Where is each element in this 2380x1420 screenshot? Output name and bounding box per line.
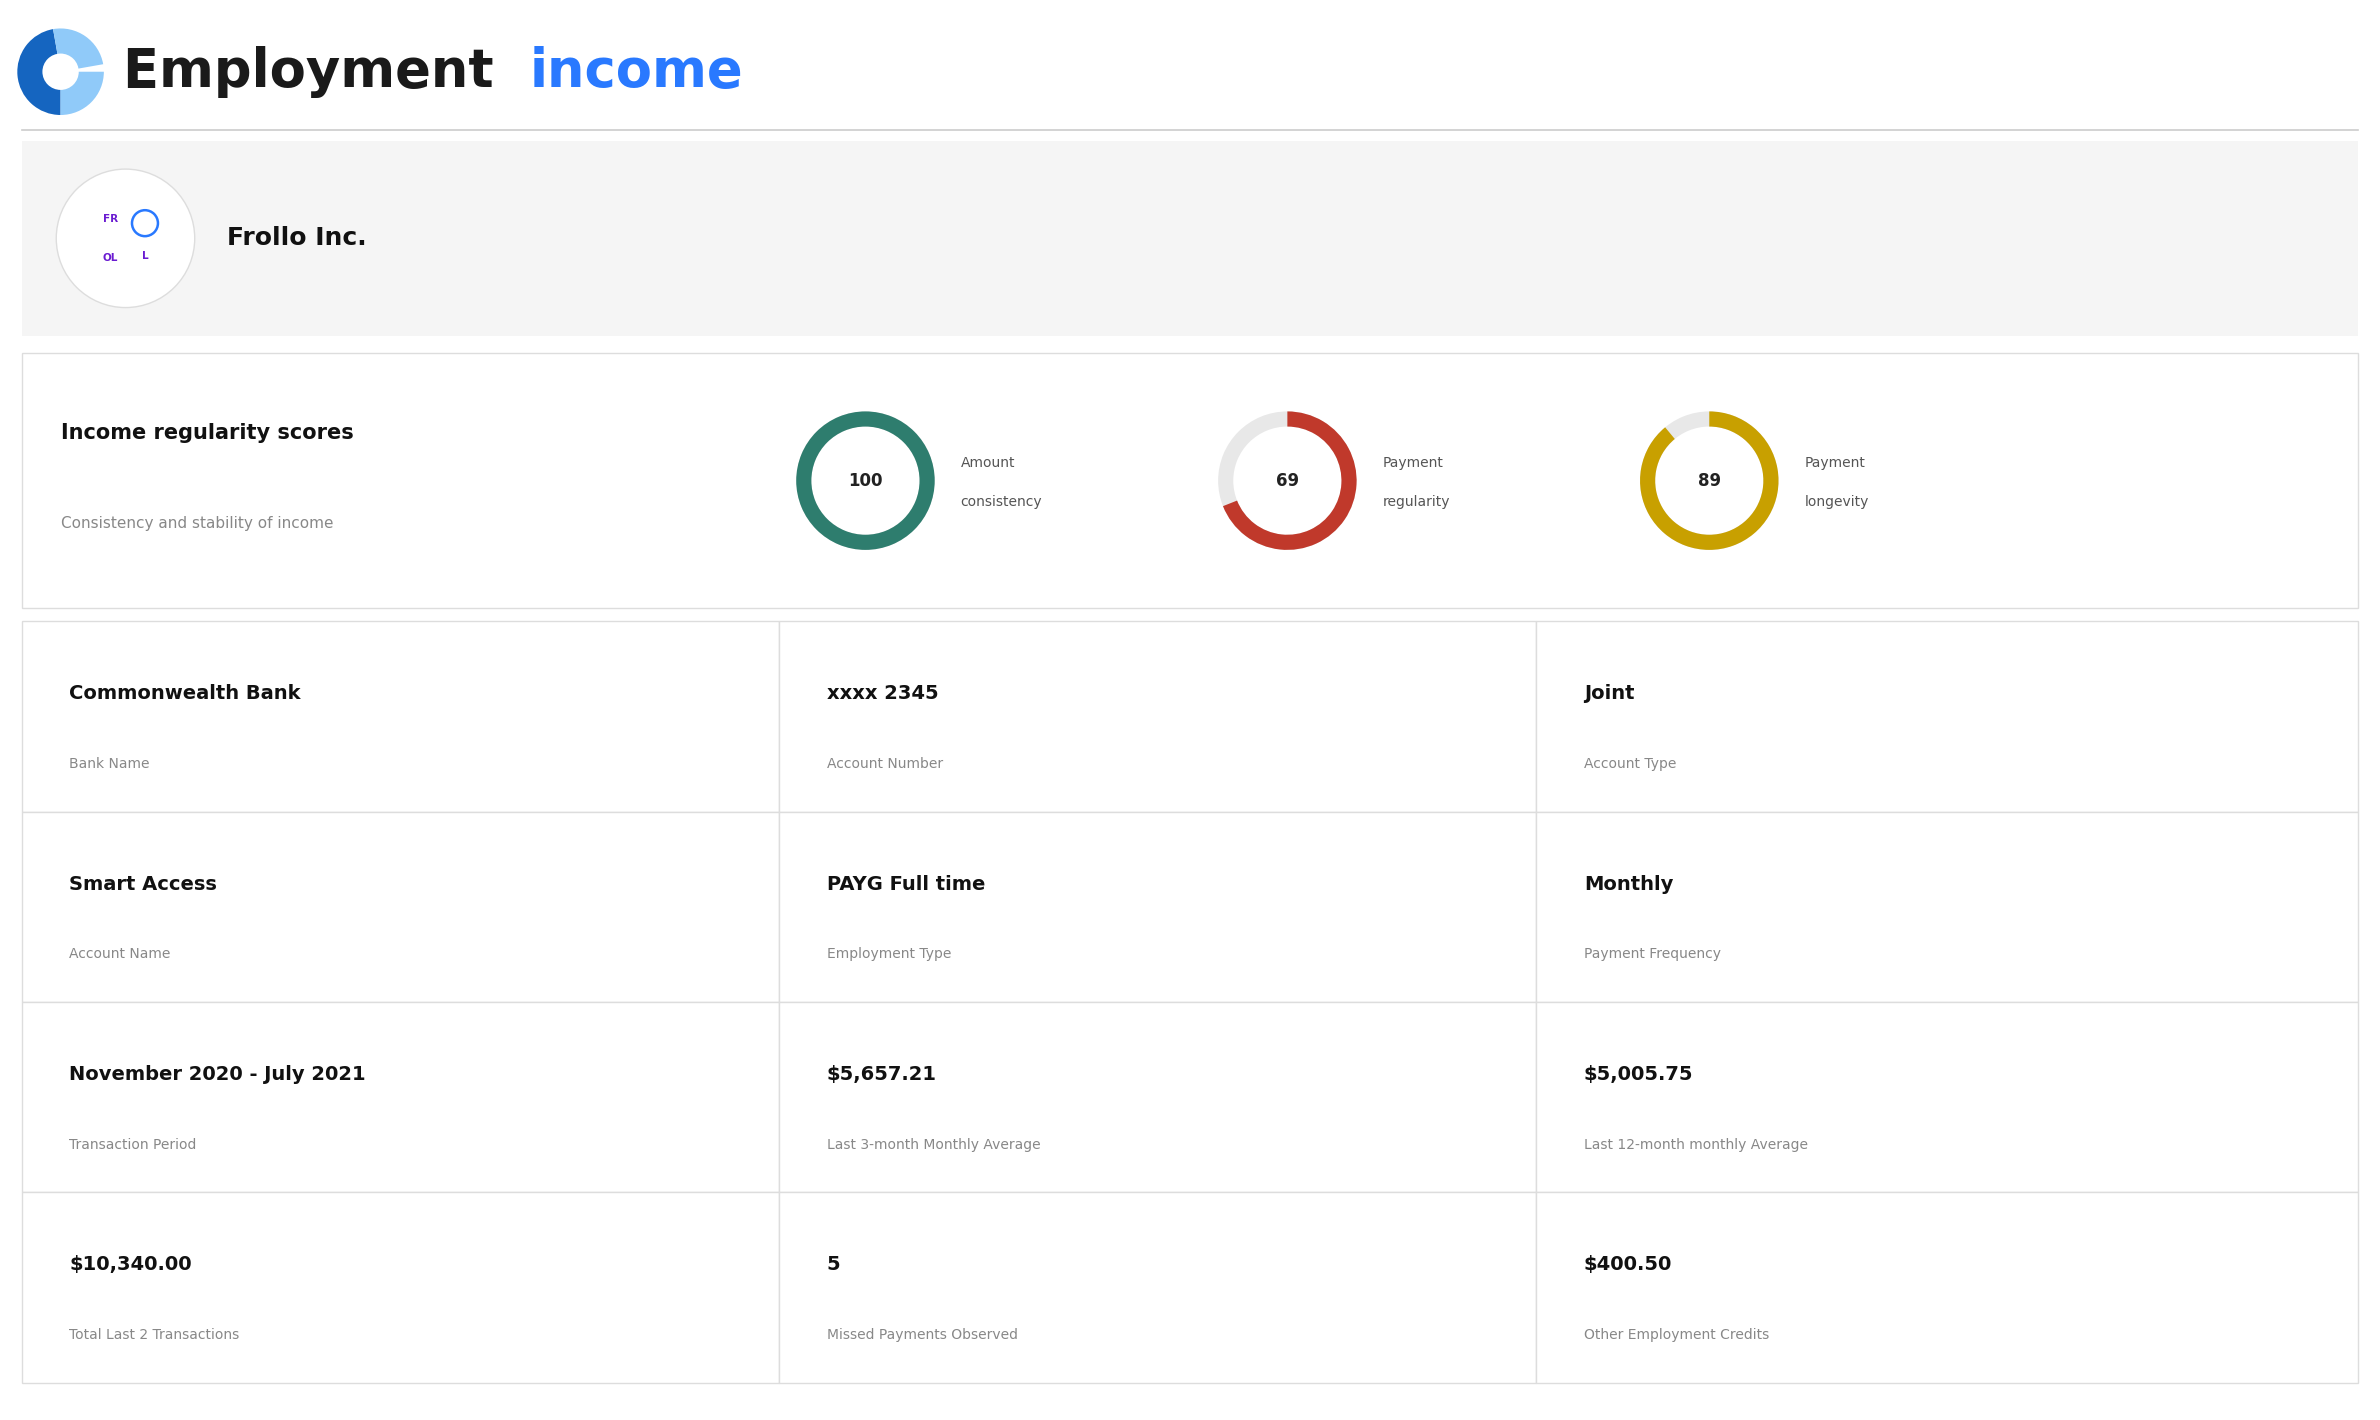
Wedge shape bbox=[17, 30, 60, 115]
Wedge shape bbox=[797, 412, 935, 550]
Text: Account Type: Account Type bbox=[1583, 757, 1676, 771]
Text: $400.50: $400.50 bbox=[1583, 1255, 1673, 1274]
FancyBboxPatch shape bbox=[21, 622, 778, 812]
Text: Other Employment Credits: Other Employment Credits bbox=[1583, 1328, 1768, 1342]
Text: longevity: longevity bbox=[1804, 496, 1868, 510]
Circle shape bbox=[43, 54, 79, 89]
Text: Commonwealth Bank: Commonwealth Bank bbox=[69, 684, 300, 703]
Text: Income regularity scores: Income regularity scores bbox=[60, 423, 352, 443]
Text: Payment Frequency: Payment Frequency bbox=[1583, 947, 1721, 961]
FancyBboxPatch shape bbox=[21, 1193, 778, 1383]
Text: November 2020 - July 2021: November 2020 - July 2021 bbox=[69, 1065, 367, 1083]
FancyBboxPatch shape bbox=[778, 622, 1535, 812]
Text: Payment: Payment bbox=[1804, 456, 1866, 470]
Text: Payment: Payment bbox=[1383, 456, 1442, 470]
Text: Frollo Inc.: Frollo Inc. bbox=[226, 226, 367, 250]
Text: Monthly: Monthly bbox=[1583, 875, 1673, 893]
Text: Bank Name: Bank Name bbox=[69, 757, 150, 771]
Text: Account Number: Account Number bbox=[826, 757, 942, 771]
Circle shape bbox=[57, 169, 195, 308]
Text: $10,340.00: $10,340.00 bbox=[69, 1255, 193, 1274]
Text: consistency: consistency bbox=[962, 496, 1042, 510]
Text: 69: 69 bbox=[1276, 471, 1299, 490]
Wedge shape bbox=[60, 72, 105, 115]
Text: Consistency and stability of income: Consistency and stability of income bbox=[60, 517, 333, 531]
FancyBboxPatch shape bbox=[778, 812, 1535, 1003]
Wedge shape bbox=[1640, 412, 1778, 550]
FancyBboxPatch shape bbox=[21, 1003, 778, 1193]
Text: OL: OL bbox=[102, 253, 119, 263]
Text: xxxx 2345: xxxx 2345 bbox=[826, 684, 938, 703]
FancyBboxPatch shape bbox=[21, 812, 778, 1003]
Text: Missed Payments Observed: Missed Payments Observed bbox=[826, 1328, 1019, 1342]
Text: PAYG Full time: PAYG Full time bbox=[826, 875, 985, 893]
Text: Total Last 2 Transactions: Total Last 2 Transactions bbox=[69, 1328, 240, 1342]
FancyBboxPatch shape bbox=[1535, 622, 2359, 812]
Text: Transaction Period: Transaction Period bbox=[69, 1137, 198, 1152]
Text: Account Name: Account Name bbox=[69, 947, 171, 961]
Text: Joint: Joint bbox=[1583, 684, 1635, 703]
Text: Last 3-month Monthly Average: Last 3-month Monthly Average bbox=[826, 1137, 1040, 1152]
Wedge shape bbox=[1223, 412, 1357, 550]
Wedge shape bbox=[1640, 412, 1778, 550]
Wedge shape bbox=[797, 412, 935, 550]
Text: Smart Access: Smart Access bbox=[69, 875, 217, 893]
FancyBboxPatch shape bbox=[1535, 1003, 2359, 1193]
Text: income: income bbox=[531, 45, 743, 98]
FancyBboxPatch shape bbox=[21, 354, 2359, 608]
Text: 89: 89 bbox=[1697, 471, 1721, 490]
FancyBboxPatch shape bbox=[21, 141, 2359, 335]
Text: 100: 100 bbox=[847, 471, 883, 490]
FancyBboxPatch shape bbox=[778, 1193, 1535, 1383]
Wedge shape bbox=[1219, 412, 1357, 550]
Text: 5: 5 bbox=[826, 1255, 840, 1274]
Text: regularity: regularity bbox=[1383, 496, 1449, 510]
Text: FR: FR bbox=[102, 214, 119, 224]
Text: L: L bbox=[143, 251, 148, 261]
Text: Employment: Employment bbox=[124, 45, 512, 98]
Text: Last 12-month monthly Average: Last 12-month monthly Average bbox=[1583, 1137, 1809, 1152]
Text: $5,005.75: $5,005.75 bbox=[1583, 1065, 1692, 1083]
FancyBboxPatch shape bbox=[1535, 1193, 2359, 1383]
Text: Amount: Amount bbox=[962, 456, 1016, 470]
FancyBboxPatch shape bbox=[778, 1003, 1535, 1193]
Wedge shape bbox=[52, 28, 102, 72]
Text: $5,657.21: $5,657.21 bbox=[826, 1065, 935, 1083]
Text: Employment Type: Employment Type bbox=[826, 947, 952, 961]
FancyBboxPatch shape bbox=[1535, 812, 2359, 1003]
